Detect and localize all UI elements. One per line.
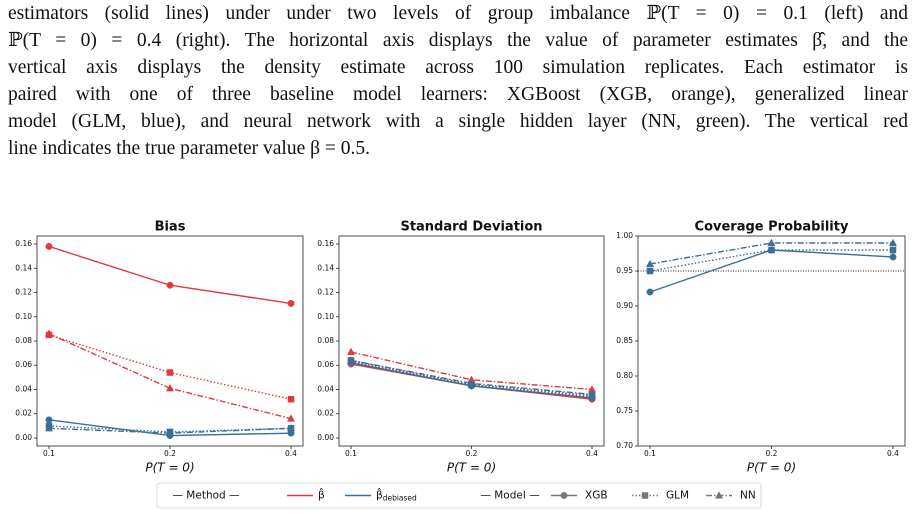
- legend-label: GLM: [666, 490, 689, 502]
- chart-title: Bias: [155, 220, 186, 235]
- marker: [346, 356, 356, 364]
- y-tick-label: 0.80: [616, 371, 633, 380]
- marker: [560, 492, 568, 499]
- marker: [166, 369, 174, 376]
- caption-line: paired with one of three baseline model …: [8, 84, 908, 105]
- marker: [646, 267, 654, 275]
- x-tick-label: 0.4: [285, 449, 297, 458]
- marker: [44, 423, 54, 432]
- x-axis-label: P(T = 0): [447, 461, 496, 475]
- y-tick-label: 0.04: [15, 384, 32, 393]
- x-tick-label: 0.2: [164, 449, 176, 458]
- marker: [44, 329, 54, 337]
- marker: [165, 428, 175, 437]
- x-tick-label: 0.4: [586, 449, 598, 458]
- marker: [767, 238, 776, 247]
- legend-label: NN: [740, 490, 756, 502]
- marker: [888, 238, 898, 247]
- y-tick-label: 0.10: [317, 312, 334, 321]
- marker: [768, 246, 775, 254]
- chart-title: Coverage Probability: [695, 220, 849, 235]
- marker: [287, 299, 295, 307]
- legend-label: β̂: [318, 488, 325, 502]
- legend-label: XGB: [585, 490, 608, 502]
- chart-title: Standard Deviation: [400, 220, 542, 235]
- y-tick-label: 1.00: [616, 231, 633, 240]
- y-tick-label: 0.06: [15, 360, 32, 369]
- series-line: [48, 427, 292, 434]
- legend-heading: — Model —: [480, 490, 539, 502]
- marker: [45, 242, 53, 250]
- y-tick-label: 0.06: [317, 360, 334, 369]
- y-tick-label: 0.00: [15, 433, 32, 442]
- series-line: [48, 245, 292, 305]
- legend-subscript: debiased: [383, 494, 417, 503]
- marker: [166, 281, 174, 289]
- marker: [286, 423, 296, 432]
- y-tick-label: 0.16: [15, 239, 32, 248]
- caption-line: vertical axis displays the density estim…: [8, 57, 908, 78]
- y-tick-label: 0.04: [317, 384, 334, 393]
- y-tick-label: 0.02: [15, 409, 32, 418]
- y-tick-label: 0.08: [317, 336, 334, 345]
- marker: [287, 395, 295, 403]
- y-tick-label: 0.10: [15, 312, 32, 321]
- y-tick-label: 0.02: [317, 409, 334, 418]
- y-tick-label: 0.95: [616, 266, 633, 275]
- x-tick-label: 0.1: [43, 449, 55, 458]
- series-line: [649, 242, 893, 265]
- marker: [889, 253, 897, 261]
- marker: [714, 491, 724, 499]
- y-tick-label: 0.14: [317, 263, 334, 272]
- marker: [587, 390, 597, 398]
- y-tick-label: 0.08: [15, 336, 32, 345]
- marker: [346, 347, 356, 355]
- y-tick-label: 0.00: [317, 433, 334, 442]
- y-tick-label: 0.14: [15, 263, 32, 272]
- y-tick-label: 0.16: [317, 239, 334, 248]
- y-tick-label: 0.90: [616, 301, 633, 310]
- series-line: [48, 333, 292, 420]
- y-tick-label: 0.85: [616, 336, 633, 345]
- marker: [45, 416, 53, 424]
- marker: [646, 288, 654, 296]
- y-tick-label: 0.70: [616, 441, 633, 450]
- legend-box: [156, 482, 762, 509]
- caption-line: model (GLM, blue), and neural network wi…: [8, 111, 908, 132]
- axes-frame: [36, 235, 304, 447]
- caption-line: ℙ(T = 0) = 0.4 (right). The horizontal a…: [8, 30, 908, 51]
- x-tick-label: 0.1: [345, 449, 357, 458]
- legend-heading: — Method —: [172, 490, 239, 502]
- marker: [165, 383, 175, 392]
- marker: [286, 414, 296, 422]
- x-tick-label: 0.1: [644, 449, 656, 458]
- caption-line: estimators (solid lines) under under two…: [8, 3, 908, 24]
- axes-frame: [637, 235, 906, 447]
- y-tick-label: 0.12: [15, 288, 32, 297]
- x-axis-label: P(T = 0): [145, 461, 194, 475]
- axes-frame: [338, 235, 605, 447]
- y-tick-label: 0.75: [616, 406, 633, 415]
- x-tick-label: 0.4: [887, 449, 899, 458]
- marker: [645, 259, 655, 268]
- marker: [467, 379, 476, 387]
- x-tick-label: 0.2: [766, 449, 778, 458]
- marker: [641, 492, 649, 499]
- marker: [889, 246, 897, 254]
- caption-line: line indicates the true parameter value …: [8, 138, 371, 159]
- x-tick-label: 0.2: [466, 449, 478, 458]
- y-tick-label: 0.12: [317, 288, 334, 297]
- x-axis-label: P(T = 0): [747, 461, 796, 475]
